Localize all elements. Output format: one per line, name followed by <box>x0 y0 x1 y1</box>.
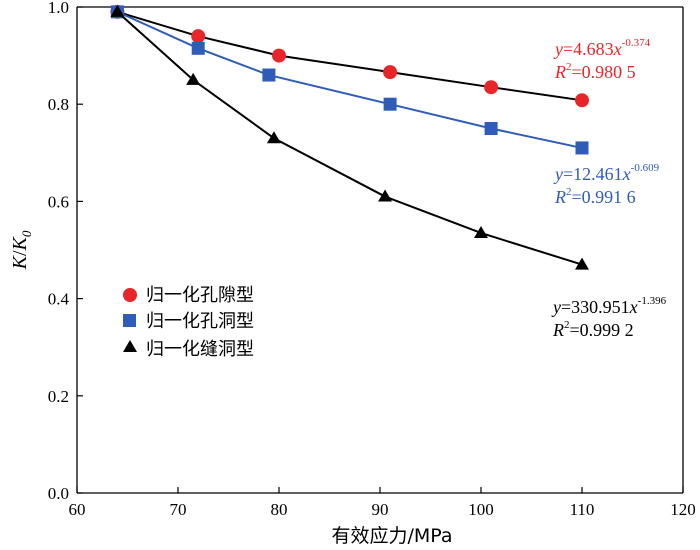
y-axis-title-denom: K <box>9 235 31 251</box>
data-point <box>575 141 589 155</box>
r-label: R <box>552 320 564 340</box>
eq-y: y <box>553 39 563 59</box>
eq-y: y <box>553 164 563 184</box>
x-axis-title: 有效应力/MPa <box>331 525 452 547</box>
eq-exponent: -1.396 <box>638 295 667 307</box>
eq-equals: = <box>563 39 573 59</box>
y-tick-label: 0.2 <box>48 387 69 406</box>
x-ticks: 60 70 80 90 100 110 120 <box>69 487 696 519</box>
series-layer <box>110 4 589 270</box>
data-point <box>484 80 499 95</box>
eq-equals: = <box>563 164 573 184</box>
eq-x: x <box>613 39 622 59</box>
eq-coef: 4.683 <box>573 39 614 59</box>
data-point <box>575 93 589 108</box>
legend-label-vug: 归一化孔洞型 <box>146 311 254 332</box>
eq-exponent: -0.374 <box>622 37 651 49</box>
series-line-pore <box>117 10 583 102</box>
series-fracture-vug <box>110 4 589 270</box>
y-axis-title: K/K0 <box>9 230 34 270</box>
fit-equation-vug: y=12.461x-0.609 <box>553 162 660 184</box>
fit-equation-pore: y=4.683x-0.374 <box>553 37 651 59</box>
x-tick-label: 80 <box>271 500 288 519</box>
y-tick-label: 0.6 <box>48 192 69 211</box>
x-tick-label: 120 <box>670 500 696 519</box>
r-label: R <box>554 62 566 82</box>
y-axis-title-subscript: 0 <box>19 230 34 237</box>
r-value: =0.999 2 <box>570 320 634 340</box>
series-pore <box>110 4 589 108</box>
fit-r2-fracture-vug: R2=0.999 2 <box>552 319 634 340</box>
r-label: R <box>554 187 566 207</box>
y-tick-label: 0.0 <box>48 484 69 503</box>
data-point <box>474 225 488 238</box>
data-point <box>262 68 276 82</box>
y-axis-title-main: K <box>9 254 31 270</box>
x-tick-label: 100 <box>468 500 494 519</box>
r-sup: 2 <box>566 186 572 198</box>
x-tick-label: 90 <box>372 500 389 519</box>
x-tick-label: 60 <box>69 500 86 519</box>
data-point <box>383 65 398 80</box>
r-sup: 2 <box>564 319 570 331</box>
fit-r2-pore: R2=0.980 5 <box>554 61 636 82</box>
data-point <box>186 72 201 85</box>
series-vug <box>110 5 589 155</box>
fit-annotation-fracture-vug: y=330.951x-1.396 R2=0.999 2 <box>551 295 667 340</box>
eq-y: y <box>551 297 561 317</box>
r-value: =0.980 5 <box>572 62 636 82</box>
eq-x: x <box>622 164 631 184</box>
series-line-vug <box>116 10 583 149</box>
legend-marker-fracture-vug <box>123 340 137 352</box>
eq-x: x <box>629 297 638 317</box>
data-point <box>272 48 286 63</box>
fit-r2-vug: R2=0.991 6 <box>554 186 636 207</box>
fit-annotation-pore: y=4.683x-0.374 R2=0.980 5 <box>553 37 651 82</box>
data-point <box>484 122 498 135</box>
x-tick-label: 70 <box>170 500 187 519</box>
r-value: =0.991 6 <box>572 187 636 207</box>
data-point <box>266 131 281 144</box>
data-point <box>191 41 205 55</box>
legend: 归一化孔隙型 归一化孔洞型 归一化缝洞型 <box>123 285 254 360</box>
data-point <box>110 4 125 17</box>
data-point <box>378 189 393 202</box>
eq-exponent: -0.609 <box>631 162 660 174</box>
legend-label-fracture-vug: 归一化缝洞型 <box>146 339 254 360</box>
y-tick-label: 0.4 <box>48 290 70 309</box>
legend-marker-vug <box>123 314 136 327</box>
eq-coef: 330.951 <box>571 297 630 317</box>
legend-label-pore: 归一化孔隙型 <box>146 285 254 306</box>
legend-marker-pore <box>123 288 137 302</box>
data-point <box>383 97 397 111</box>
x-tick-label: 110 <box>570 500 595 519</box>
eq-equals: = <box>561 297 571 317</box>
fit-annotation-vug: y=12.461x-0.609 R2=0.991 6 <box>553 162 660 207</box>
y-axis-title-slash: / <box>9 250 31 256</box>
eq-coef: 12.461 <box>573 164 623 184</box>
r-sup: 2 <box>566 61 572 73</box>
fit-equation-fracture-vug: y=330.951x-1.396 <box>551 295 667 317</box>
data-point <box>575 257 589 270</box>
series-line-fracture-vug <box>116 11 583 266</box>
data-point <box>191 29 206 44</box>
y-tick-label: 1.0 <box>48 0 69 17</box>
y-tick-label: 0.8 <box>48 95 69 114</box>
y-ticks: 0.0 0.2 0.4 0.6 0.8 1.0 <box>48 0 83 503</box>
